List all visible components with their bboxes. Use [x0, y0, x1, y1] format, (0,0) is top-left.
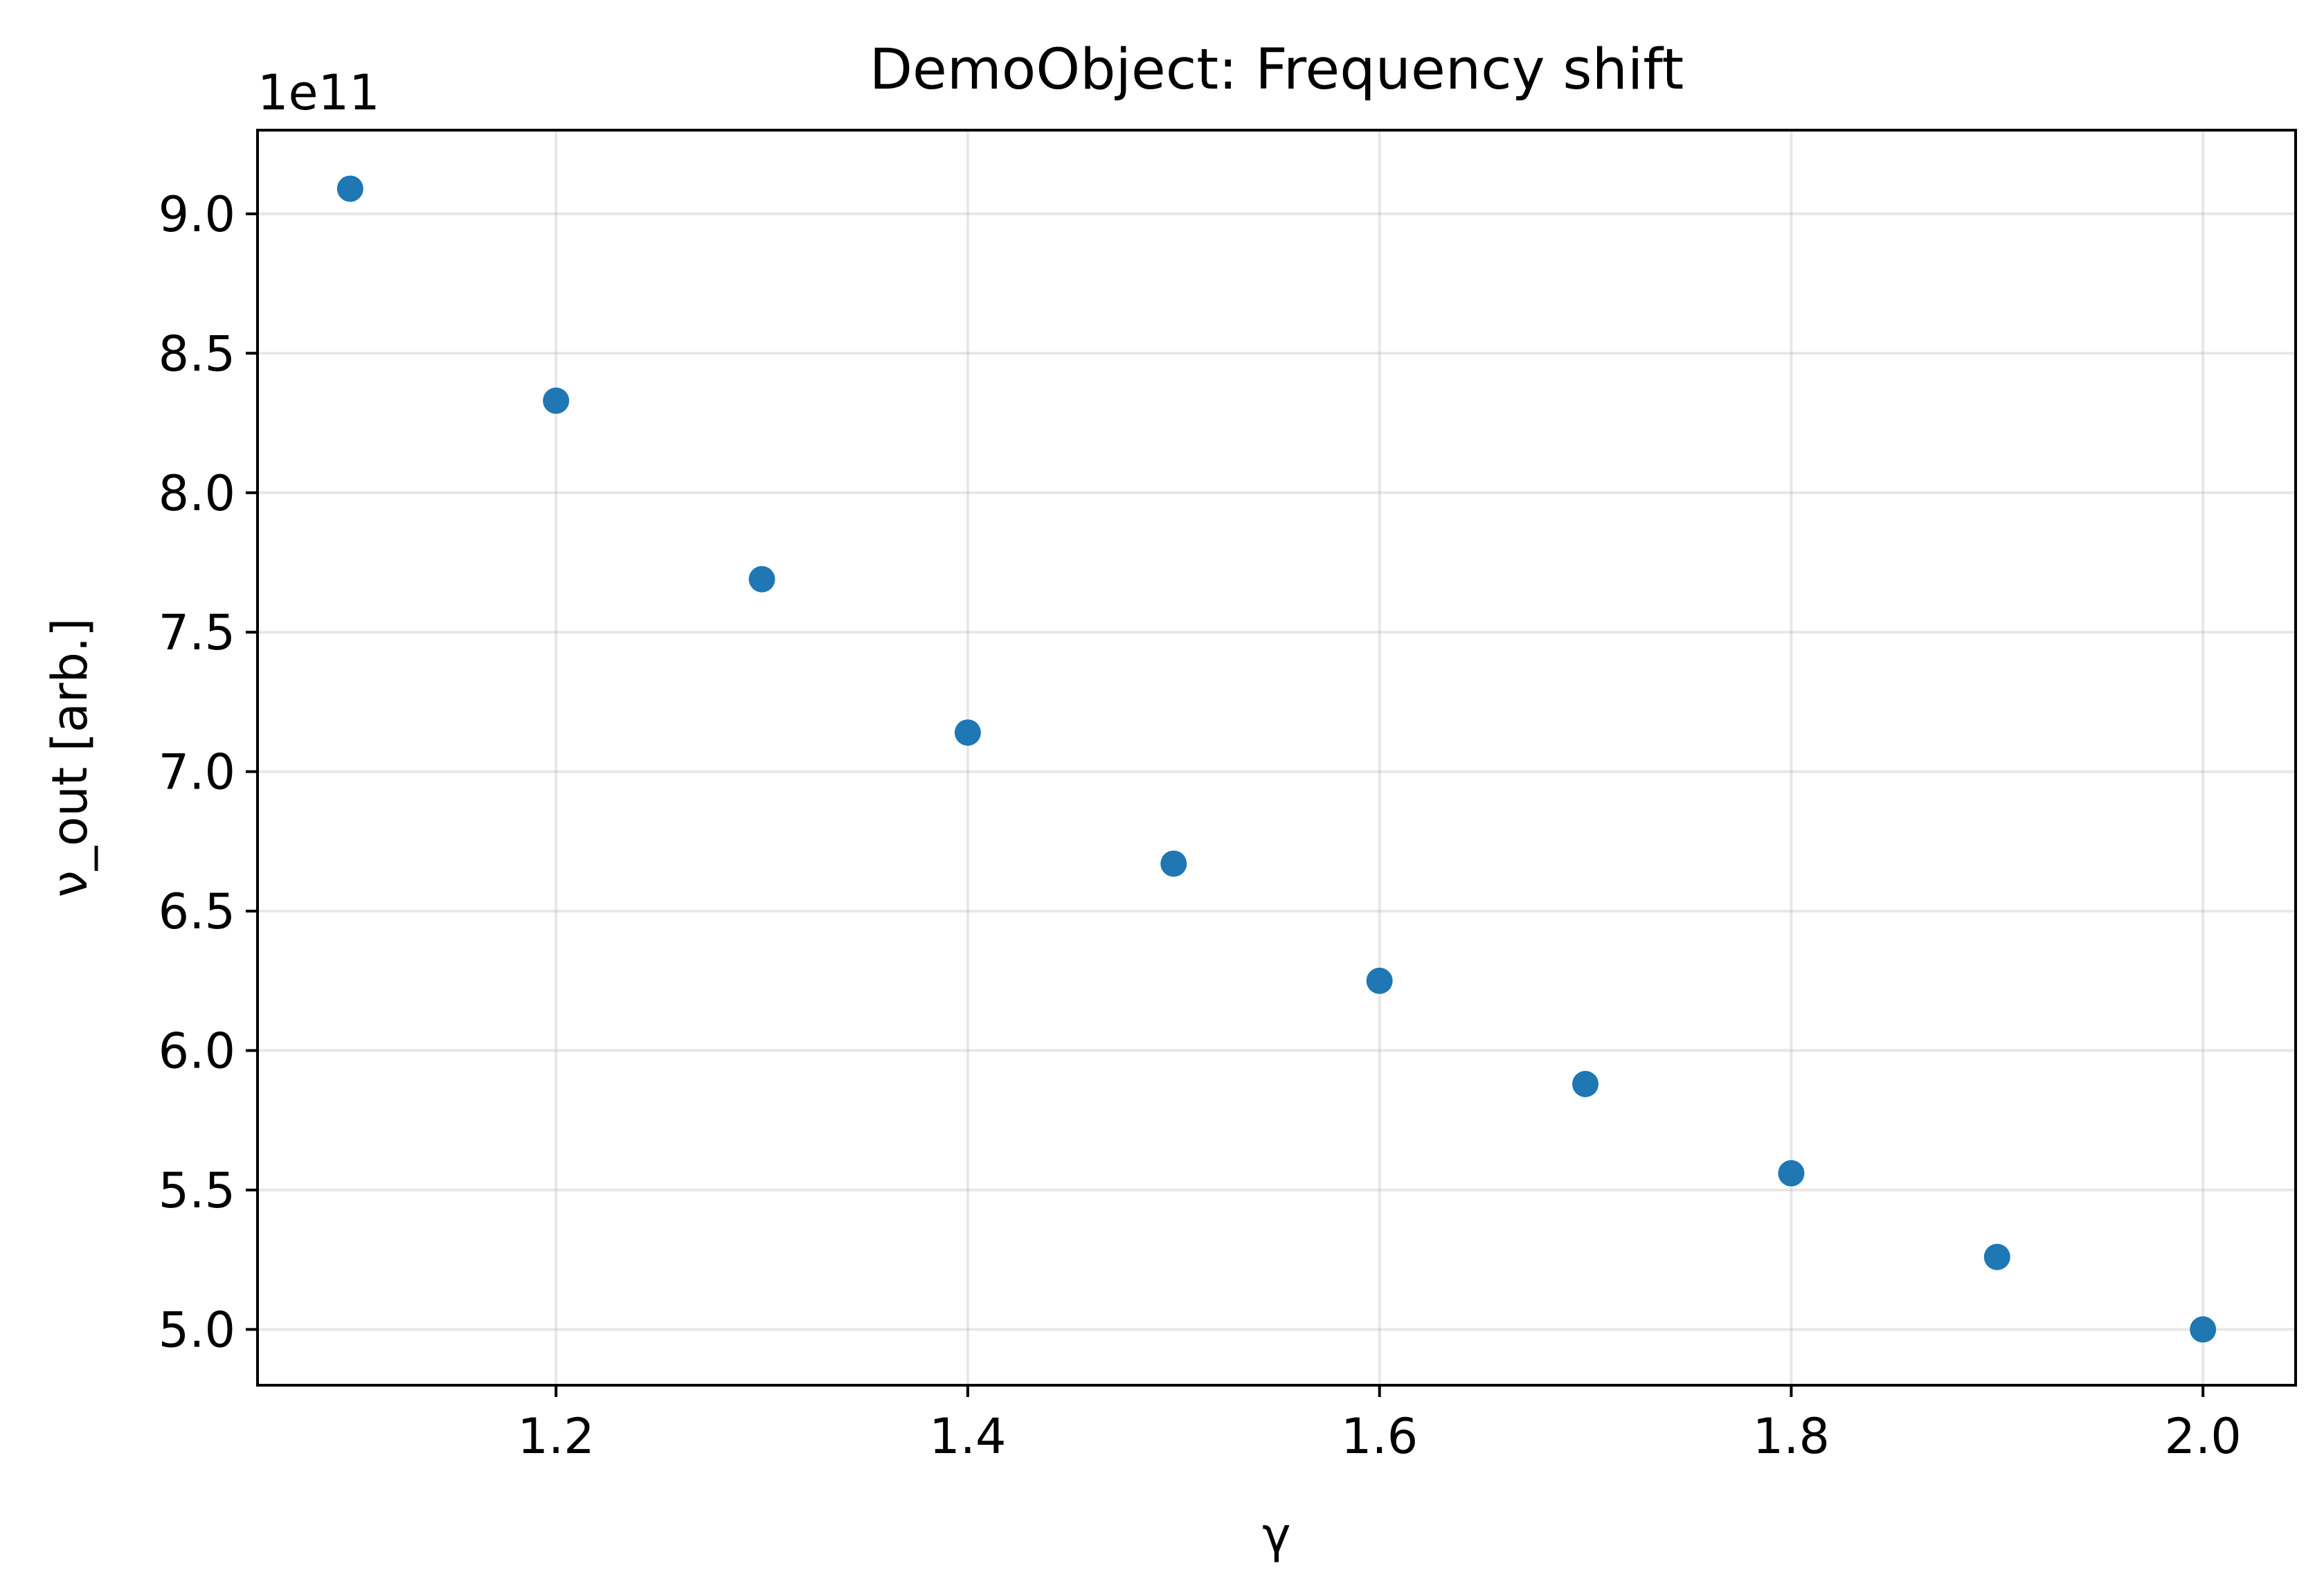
chart-title: DemoObject: Frequency shift — [870, 37, 1684, 102]
y-tick-label: 8.5 — [159, 325, 235, 382]
data-point — [954, 719, 981, 746]
x-tick-label: 1.8 — [1753, 1408, 1830, 1465]
y-tick-label: 8.0 — [159, 465, 235, 522]
data-point — [1983, 1243, 2010, 1270]
data-point — [543, 387, 570, 414]
data-point — [748, 566, 775, 593]
data-point — [336, 175, 363, 202]
data-point — [1366, 967, 1393, 994]
data-point — [1572, 1070, 1599, 1097]
x-axis-ticks: 1.2 1.4 1.6 1.8 2.0 — [518, 1385, 2242, 1465]
x-tick-label: 1.2 — [518, 1408, 595, 1465]
x-axis-label: γ — [1262, 1507, 1290, 1564]
y-tick-label: 7.0 — [159, 744, 235, 801]
plot-frame — [256, 129, 2297, 1387]
y-tick-label: 6.5 — [159, 883, 235, 940]
y-tick-label: 6.0 — [159, 1023, 235, 1080]
data-points — [336, 175, 2217, 1343]
y-axis-label: ν_out [arb.] — [42, 618, 98, 898]
x-tick-label: 1.4 — [929, 1408, 1006, 1465]
x-tick-label: 2.0 — [2165, 1408, 2242, 1465]
data-point — [2190, 1316, 2217, 1343]
y-axis-ticks: 5.0 5.5 6.0 6.5 7.0 7.5 8.0 8.5 9.0 — [159, 186, 258, 1358]
y-tick-label: 9.0 — [159, 186, 235, 243]
data-point — [1778, 1160, 1805, 1187]
y-tick-label: 7.5 — [159, 604, 235, 661]
y-axis-offset-text: 1e11 — [258, 64, 380, 121]
grid — [258, 130, 2296, 1385]
y-tick-label: 5.5 — [159, 1162, 235, 1219]
x-tick-label: 1.6 — [1341, 1408, 1418, 1465]
y-tick-label: 5.0 — [159, 1301, 235, 1358]
data-point — [1160, 850, 1187, 877]
